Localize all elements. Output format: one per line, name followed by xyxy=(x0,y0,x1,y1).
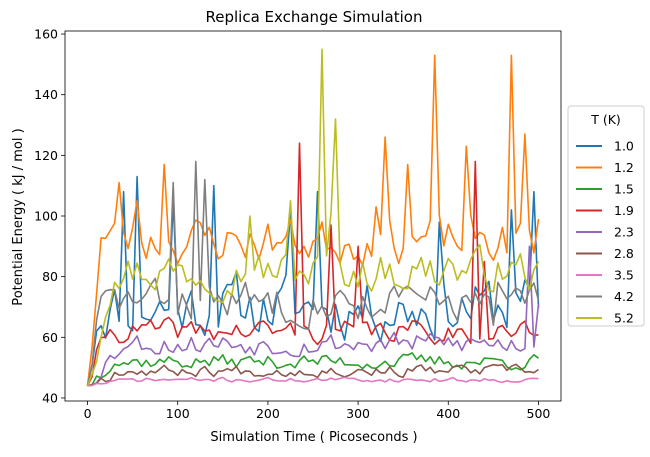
legend: T (K) 1.0 1.2 1.5 1.9 2.3 2.8 3.5 4.2 5.2 xyxy=(567,105,645,327)
legend-title: T (K) xyxy=(590,112,621,127)
y-tick-label: 40 xyxy=(42,390,58,405)
chart-title: Replica Exchange Simulation xyxy=(205,8,422,26)
y-tick-label: 160 xyxy=(34,27,58,42)
y-tick-label: 60 xyxy=(42,330,58,345)
legend-entry-5.2: 5.2 xyxy=(614,311,634,326)
y-tick-label: 100 xyxy=(34,209,58,224)
x-tick-label: 200 xyxy=(256,406,280,421)
x-tick-label: 400 xyxy=(436,406,460,421)
x-tick-label: 300 xyxy=(346,406,370,421)
x-tick-label: 500 xyxy=(527,406,551,421)
y-axis-label: Potential Energy ( kJ / mol ) xyxy=(11,128,26,305)
legend-entry-2.3: 2.3 xyxy=(614,225,634,240)
series-line-2.8 xyxy=(87,363,539,387)
series-line-1.2 xyxy=(86,54,540,386)
y-tick-label: 80 xyxy=(42,269,58,284)
x-tick-label: 100 xyxy=(166,406,190,421)
legend-box xyxy=(567,105,645,327)
series-line-1.0 xyxy=(86,175,540,386)
series-line-2.3 xyxy=(87,245,540,387)
series-line-1.9 xyxy=(86,142,539,387)
x-tick-label: 0 xyxy=(84,406,92,421)
series-line-4.2 xyxy=(86,160,540,386)
series-line-5.2 xyxy=(86,48,540,387)
legend-entry-1.5: 1.5 xyxy=(614,182,634,197)
legend-entry-4.2: 4.2 xyxy=(614,289,634,304)
legend-entry-1.0: 1.0 xyxy=(614,139,634,154)
legend-entry-2.8: 2.8 xyxy=(614,246,634,261)
y-tick-label: 140 xyxy=(34,87,58,102)
legend-entry-3.5: 3.5 xyxy=(614,268,634,283)
series-layer xyxy=(86,48,540,387)
axes-layer: 0 100 200 300 400 500 40 60 80 100 120 140 160 xyxy=(34,27,562,421)
legend-entry-1.2: 1.2 xyxy=(614,160,634,175)
y-tick-label: 120 xyxy=(34,148,58,163)
series-line-3.5 xyxy=(87,376,539,387)
legend-entry-1.9: 1.9 xyxy=(614,203,634,218)
x-axis-label: Simulation Time ( Picoseconds ) xyxy=(210,430,417,445)
